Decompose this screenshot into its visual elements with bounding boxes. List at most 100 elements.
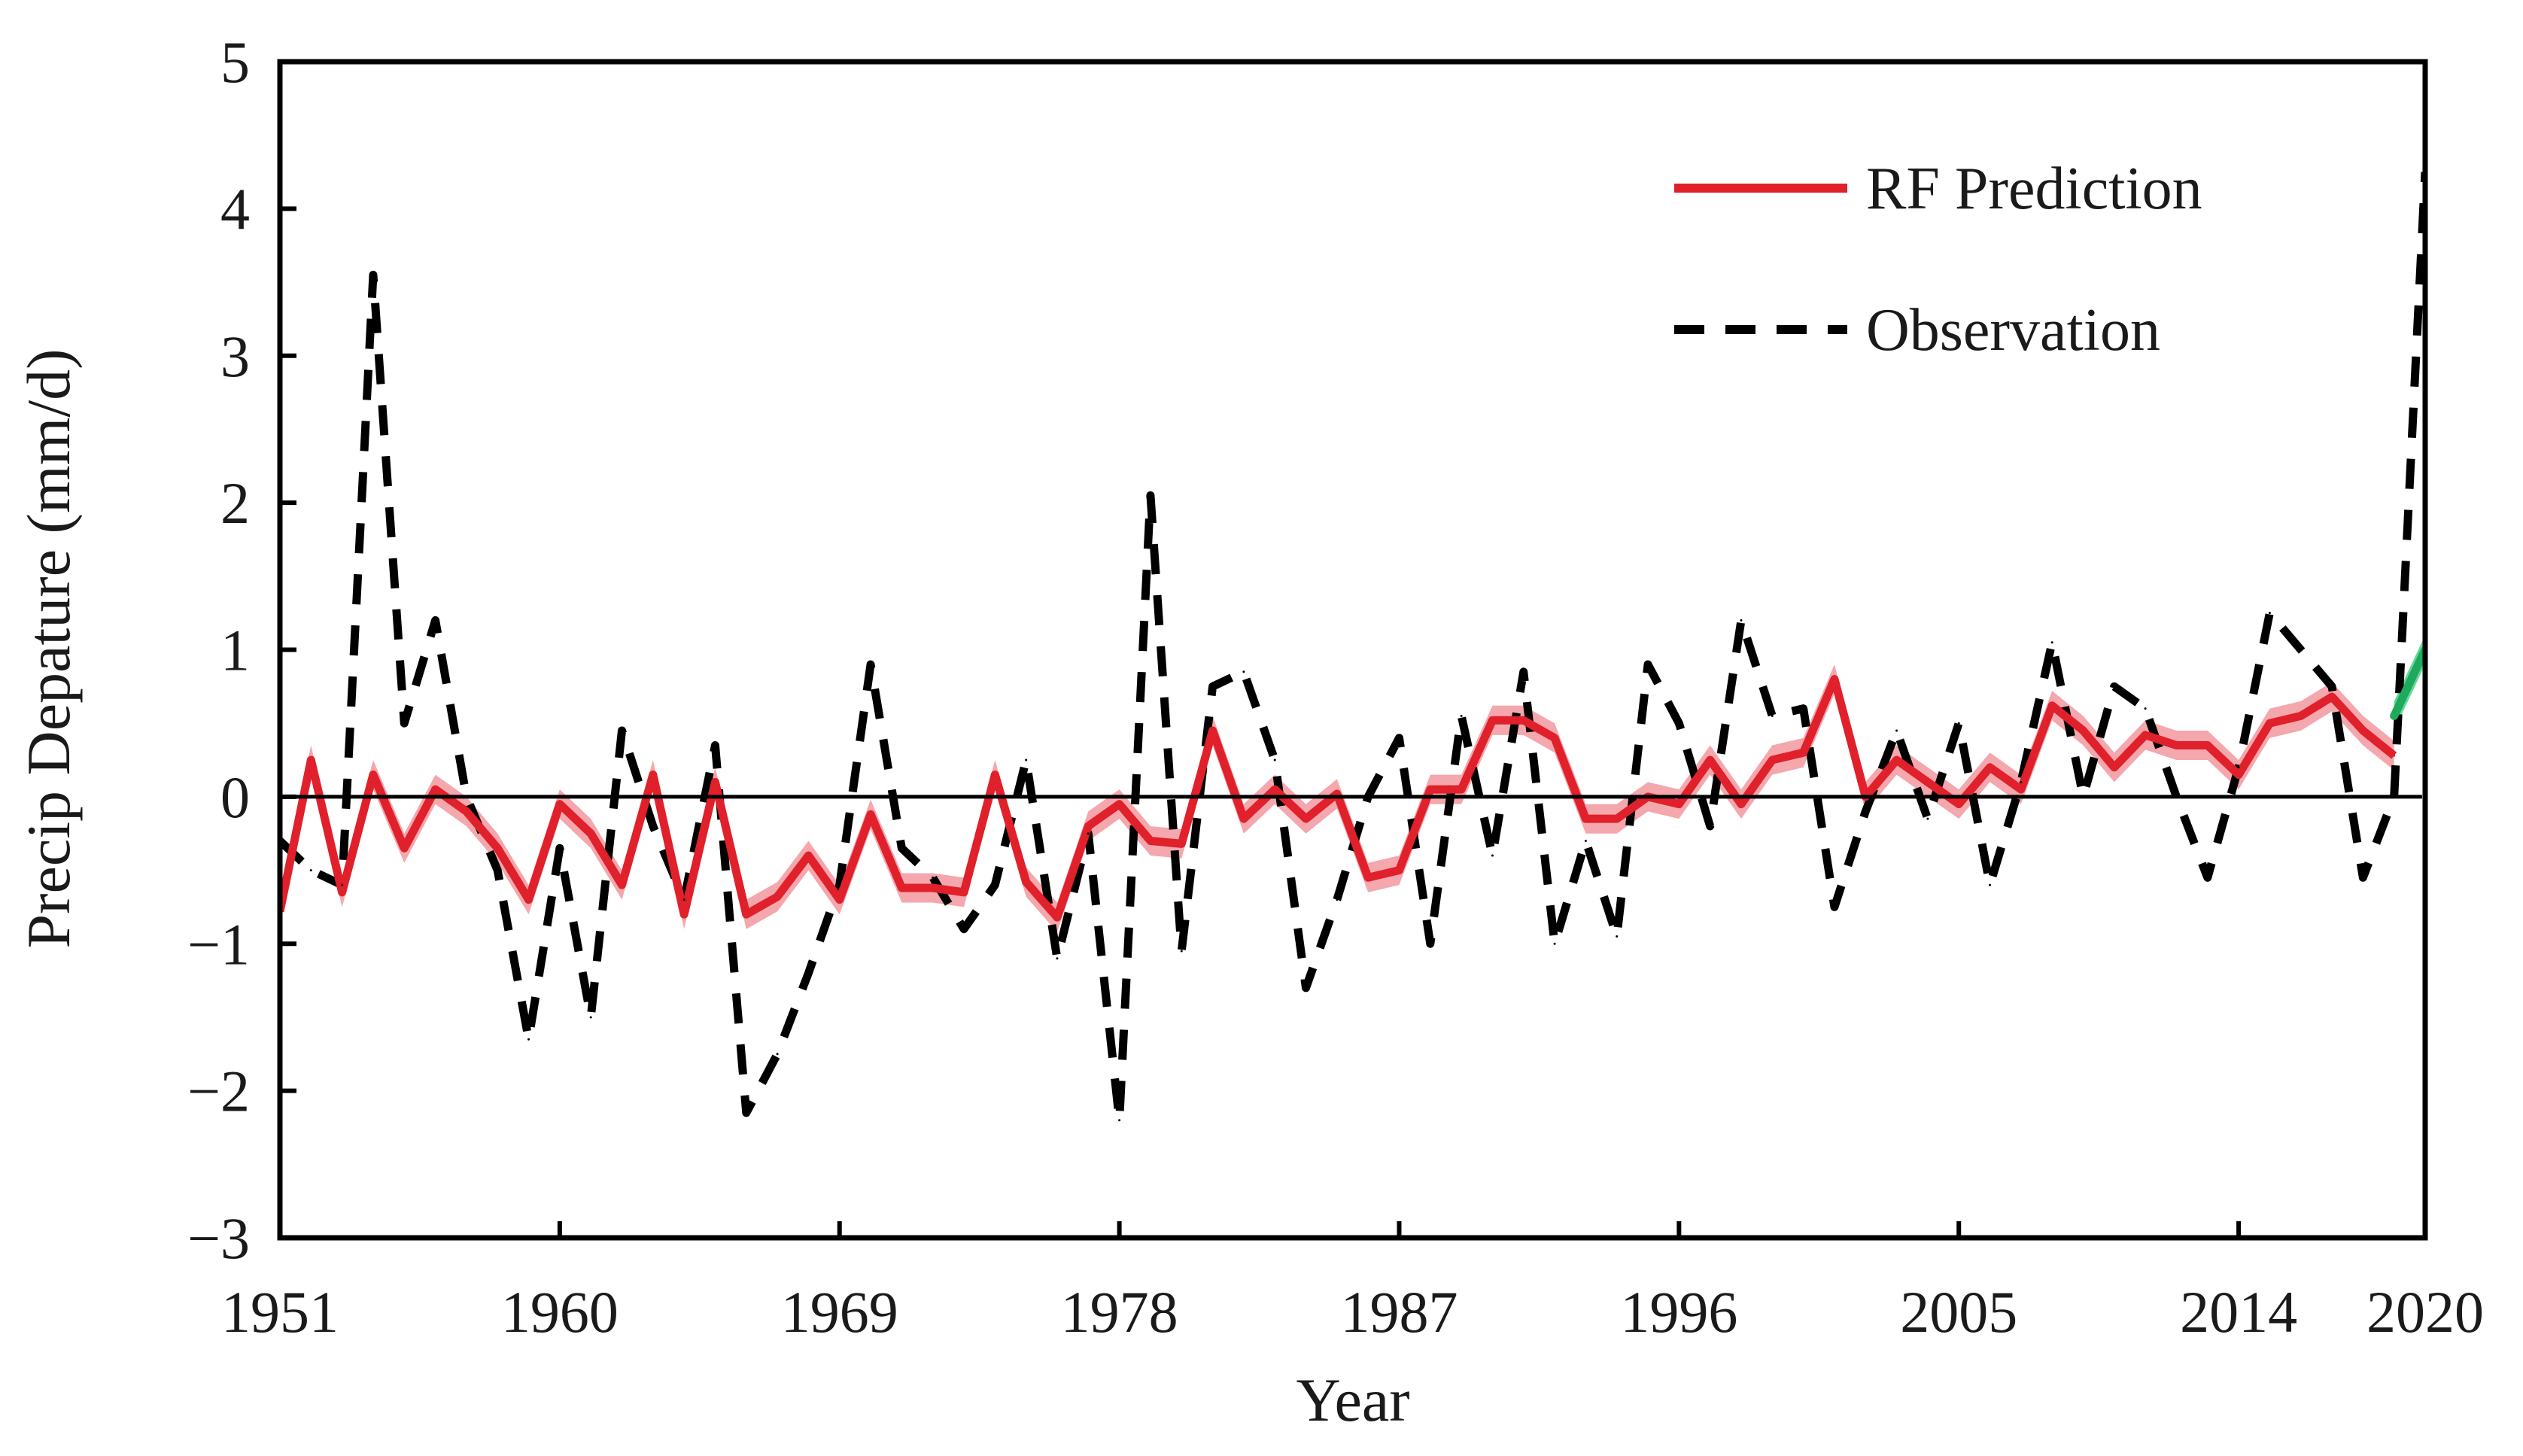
rf-point-2019 bbox=[2393, 754, 2396, 757]
rf-point-1979 bbox=[1149, 839, 1152, 842]
legend-label-rf-prediction: RF Prediction bbox=[1866, 156, 2202, 222]
obs-point-1952 bbox=[309, 869, 312, 872]
rf-point-2009 bbox=[2081, 729, 2084, 732]
obs-point-1954 bbox=[372, 273, 375, 276]
y-tick-labels: −3 −2 −1 0 1 2 3 4 5 bbox=[187, 29, 250, 1271]
rf-point-1984 bbox=[1305, 817, 1308, 820]
obs-point-1960 bbox=[558, 847, 561, 850]
obs-point-1992 bbox=[1553, 942, 1556, 945]
obs-point-1963 bbox=[652, 825, 655, 828]
obs-point-1977 bbox=[1087, 832, 1090, 835]
obs-point-1970 bbox=[869, 663, 872, 666]
obs-point-1987 bbox=[1397, 737, 1400, 740]
obs-point-1974 bbox=[993, 883, 996, 886]
y-axis-title: Precip Depature (mm/d) bbox=[14, 349, 83, 949]
rf-point-1987 bbox=[1397, 869, 1400, 872]
obs-point-1978 bbox=[1118, 1119, 1121, 1122]
obs-point-1964 bbox=[682, 898, 685, 901]
obs-point-2015 bbox=[2268, 612, 2271, 615]
rf-point-1982 bbox=[1242, 817, 1245, 820]
obs-point-1991 bbox=[1522, 670, 1525, 673]
rf-point-1968 bbox=[807, 854, 810, 857]
obs-point-1966 bbox=[745, 1111, 748, 1114]
rf-point-2001 bbox=[1833, 678, 1836, 681]
obs-point-1994 bbox=[1616, 935, 1619, 938]
obs-point-2002 bbox=[1864, 810, 1867, 813]
obs-point-1985 bbox=[1336, 898, 1339, 901]
x-tick-label-2: 1969 bbox=[781, 1279, 898, 1345]
rf-point-2012 bbox=[2175, 743, 2178, 746]
x-tick-label-6: 2005 bbox=[1900, 1279, 2017, 1345]
obs-point-2016 bbox=[2300, 649, 2303, 651]
rf-point-2010 bbox=[2113, 766, 2116, 769]
rf-point-1975 bbox=[1025, 880, 1028, 883]
rf-point-1962 bbox=[621, 883, 624, 886]
y-tick-label-3: 0 bbox=[220, 764, 250, 830]
rf-point-1992 bbox=[1553, 737, 1556, 740]
y-tick-label-6: 3 bbox=[220, 324, 250, 389]
obs-point-2001 bbox=[1833, 905, 1836, 908]
rf-point-1974 bbox=[993, 774, 996, 777]
rf-point-1993 bbox=[1584, 817, 1587, 820]
obs-point-1961 bbox=[589, 1016, 592, 1019]
rf-point-2017 bbox=[2330, 695, 2333, 698]
obs-point-2010 bbox=[2113, 685, 2116, 688]
obs-point-2005 bbox=[1957, 722, 1960, 725]
rf-point-1976 bbox=[1056, 916, 1059, 919]
rf-point-1986 bbox=[1366, 876, 1369, 879]
obs-point-1953 bbox=[341, 883, 344, 886]
y-tick-label-8: 5 bbox=[220, 29, 250, 95]
obs-point-1996 bbox=[1677, 722, 1680, 725]
rf-point-1973 bbox=[962, 891, 965, 894]
rf-point-1996 bbox=[1677, 803, 1680, 806]
obs-point-1959 bbox=[527, 1038, 530, 1041]
obs-point-2004 bbox=[1926, 817, 1929, 820]
obs-point-1968 bbox=[807, 971, 810, 974]
legend-label-observation: Observation bbox=[1866, 297, 2160, 363]
rf-point-1994 bbox=[1616, 817, 1619, 820]
y-tick-label-0: −3 bbox=[187, 1205, 250, 1271]
rf-point-1971 bbox=[900, 886, 903, 889]
obs-point-2014 bbox=[2237, 766, 2240, 769]
y-tick-label-5: 2 bbox=[220, 470, 250, 536]
rf-point-1969 bbox=[838, 898, 841, 901]
rf-point-2018 bbox=[2361, 729, 2364, 732]
rf-point-1978 bbox=[1118, 803, 1121, 806]
obs-point-2008 bbox=[2050, 641, 2053, 644]
rf-point-2015 bbox=[2268, 722, 2271, 725]
y-tick-label-1: −2 bbox=[187, 1059, 250, 1124]
rf-point-2003 bbox=[1895, 758, 1898, 761]
rf-point-1983 bbox=[1273, 788, 1276, 791]
y-tick-label-7: 4 bbox=[220, 176, 250, 242]
rf-point-1991 bbox=[1522, 719, 1525, 722]
obs-point-2006 bbox=[1989, 883, 1992, 886]
obs-point-1998 bbox=[1740, 619, 1743, 622]
rf-point-2004 bbox=[1926, 780, 1929, 783]
x-tick-label-8: 2020 bbox=[2366, 1279, 2484, 1345]
rf-point-1954 bbox=[372, 774, 375, 777]
rf-point-1966 bbox=[745, 913, 748, 916]
obs-point-1956 bbox=[434, 619, 437, 622]
obs-point-1999 bbox=[1771, 714, 1774, 717]
obs-point-1958 bbox=[496, 869, 499, 872]
rf-point-1960 bbox=[558, 803, 561, 806]
obs-point-1975 bbox=[1025, 758, 1028, 761]
obs-point-1976 bbox=[1056, 957, 1059, 960]
rf-point-1953 bbox=[341, 891, 344, 894]
obs-point-2013 bbox=[2206, 876, 2209, 879]
obs-point-1962 bbox=[621, 729, 624, 732]
legend: RF Prediction Observation bbox=[1674, 156, 2202, 363]
rf-point-1972 bbox=[932, 886, 935, 889]
rf-point-1965 bbox=[713, 780, 716, 783]
rf-point-2016 bbox=[2300, 714, 2303, 717]
obs-point-1983 bbox=[1273, 758, 1276, 761]
obs-point-1979 bbox=[1149, 494, 1152, 497]
rf-point-1952 bbox=[309, 758, 312, 761]
obs-point-1989 bbox=[1460, 714, 1463, 717]
axis-ticks bbox=[278, 59, 2427, 1240]
obs-point-1980 bbox=[1180, 950, 1183, 953]
rf-point-1988 bbox=[1429, 788, 1432, 791]
obs-point-2007 bbox=[2020, 780, 2023, 783]
obs-point-2003 bbox=[1895, 729, 1898, 732]
